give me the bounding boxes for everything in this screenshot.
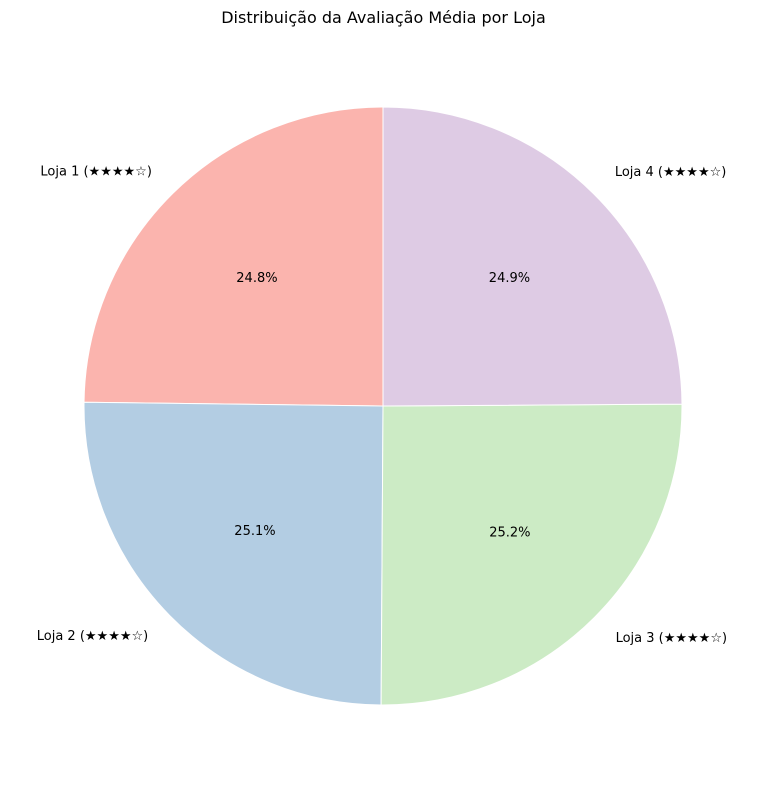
slice-label-1: Loja 1 (★★★★☆) <box>40 164 152 179</box>
pie-labels: Loja 1 (★★★★☆) 24.8% Loja 2 (★★★★☆) 25.1% Lo… <box>37 164 727 646</box>
slice-label-4: Loja 4 (★★★★☆) <box>615 165 727 180</box>
slice-percent-3: 25.2% <box>489 525 530 540</box>
pie-slice-3 <box>380 403 683 706</box>
chart-title: Distribuição da Avaliação Média por Loja <box>221 8 546 27</box>
pie-slice-2 <box>83 401 384 706</box>
slice-percent-4: 24.9% <box>489 271 530 286</box>
pie-slice-1 <box>83 106 384 407</box>
pie-slices <box>83 106 683 706</box>
slice-percent-1: 24.8% <box>236 271 277 286</box>
slice-label-3: Loja 3 (★★★★☆) <box>616 631 728 646</box>
pie-slice-4 <box>382 106 683 407</box>
slice-label-2: Loja 2 (★★★★☆) <box>37 629 149 644</box>
slice-percent-2: 25.1% <box>234 524 275 539</box>
